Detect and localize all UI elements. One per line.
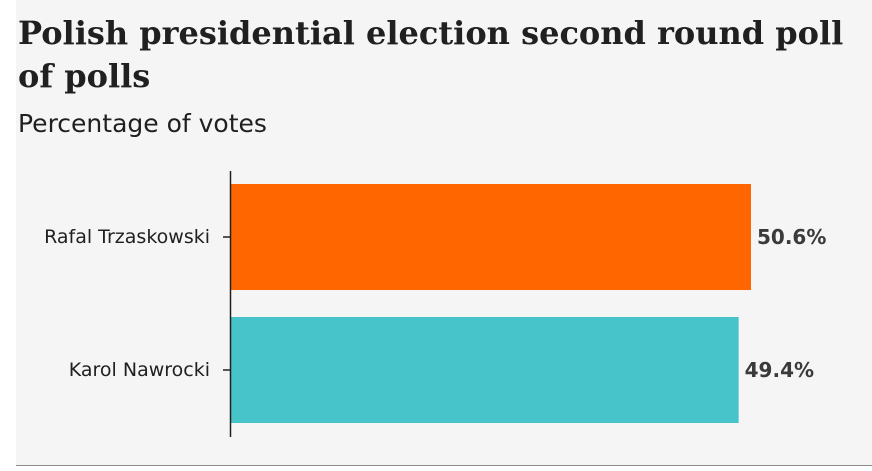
labels-layer: Rafal Trzaskowski 50.6% Karol Nawrocki 49.4… [44, 225, 826, 382]
bottom-divider [16, 465, 872, 466]
value-label-rafal-trzaskowski: 50.6% [757, 225, 826, 249]
bar-karol-nawrocki [230, 317, 739, 423]
bar-rafal-trzaskowski [230, 184, 751, 290]
category-label-karol-nawrocki: Karol Nawrocki [69, 359, 210, 381]
category-label-rafal-trzaskowski: Rafal Trzaskowski [44, 226, 210, 248]
value-label-karol-nawrocki: 49.4% [745, 358, 814, 382]
chart-subtitle: Percentage of votes [18, 109, 267, 138]
bars-layer [230, 184, 751, 423]
chart-title: Polish presidential election second roun… [18, 14, 844, 95]
